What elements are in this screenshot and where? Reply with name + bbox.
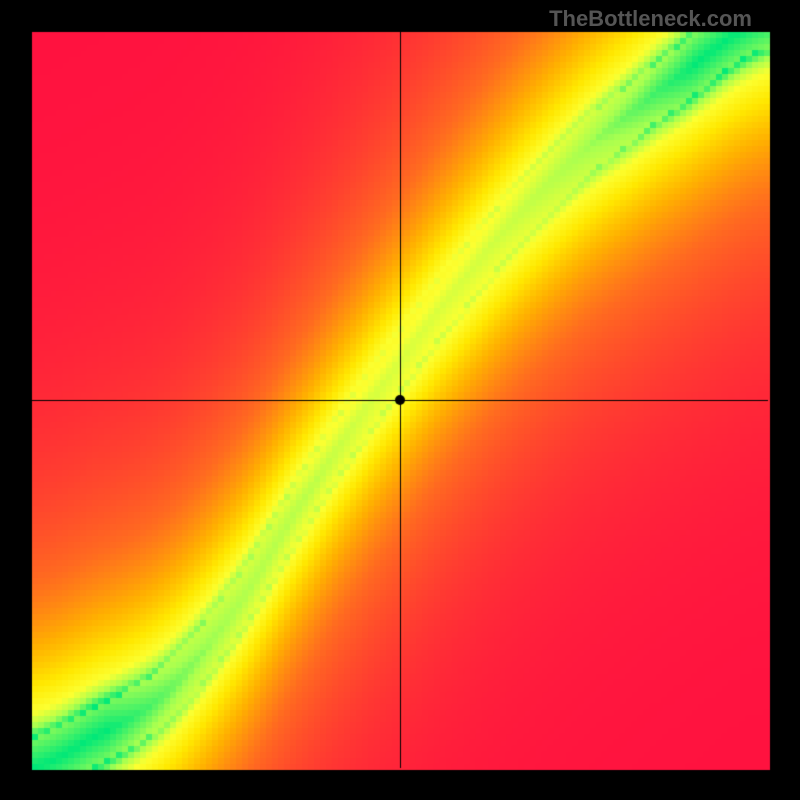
bottleneck-heatmap — [0, 0, 800, 800]
chart-container: TheBottleneck.com — [0, 0, 800, 800]
